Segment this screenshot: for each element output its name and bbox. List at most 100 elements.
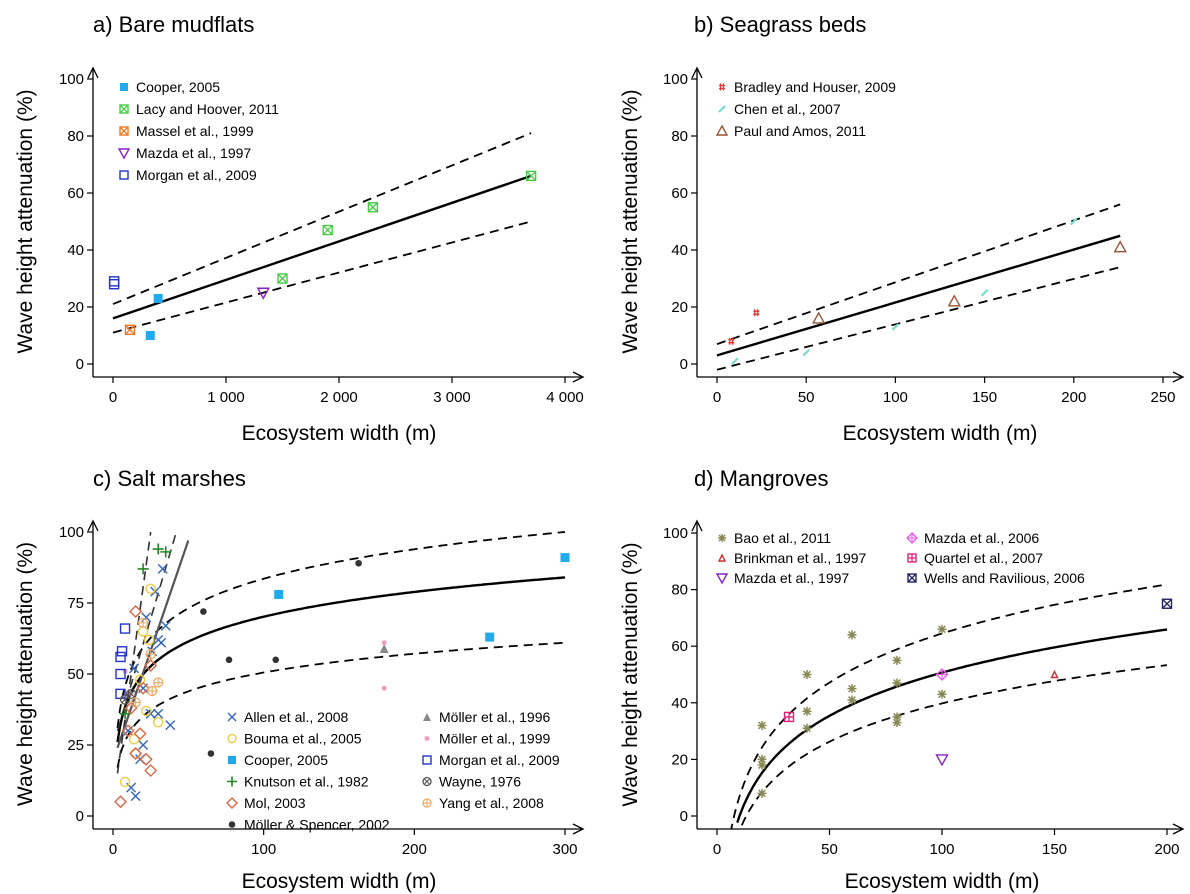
legend-entry: Lacy and Hoover, 2011 bbox=[136, 101, 279, 117]
data-point bbox=[147, 685, 158, 697]
panel-mangroves: d) Mangroves 0 20 40 60 80 100 0 50 100 150 200 Ecos… bbox=[619, 466, 1185, 893]
lower-bound-line bbox=[112, 220, 532, 334]
data-point bbox=[129, 663, 140, 674]
x-axis-arrow bbox=[572, 371, 585, 383]
data-point bbox=[145, 583, 156, 594]
legend-entry: Massel et al., 1999 bbox=[136, 123, 254, 139]
data-point bbox=[207, 750, 215, 757]
legend-entry: Brinkman et al., 1997 bbox=[734, 550, 867, 566]
panel-title: c) Salt marshes bbox=[93, 466, 246, 491]
legend-entry: Chen et al., 2007 bbox=[734, 101, 841, 117]
data-point bbox=[256, 287, 270, 300]
data-point bbox=[119, 170, 129, 180]
y-axis-arrow bbox=[691, 519, 703, 532]
panel-salt-marshes: c) Salt marshes 0 25 50 75 100 0 100 200 300 Ecosy… bbox=[14, 466, 585, 893]
y-tick-label: 60 bbox=[671, 185, 688, 202]
data-point bbox=[137, 617, 149, 629]
data-point bbox=[153, 708, 164, 719]
y-tick-label: 40 bbox=[671, 242, 688, 259]
data-point bbox=[121, 724, 135, 738]
data-point bbox=[277, 273, 288, 284]
data-point bbox=[1050, 669, 1059, 679]
data-point bbox=[120, 83, 128, 91]
x-tick-label: 150 bbox=[972, 389, 997, 406]
legend-entry: Möller et al., 1996 bbox=[439, 709, 550, 725]
data-point bbox=[133, 727, 147, 741]
data-point bbox=[847, 695, 857, 705]
data-point bbox=[137, 626, 149, 637]
fit-lines bbox=[730, 583, 1168, 829]
data-point bbox=[156, 637, 167, 648]
data-points bbox=[114, 543, 570, 809]
data-point bbox=[119, 708, 131, 720]
data-point bbox=[847, 630, 857, 640]
upper-bound-line bbox=[730, 583, 1168, 829]
data-point bbox=[227, 712, 237, 722]
data-point bbox=[137, 563, 149, 575]
data-point bbox=[892, 718, 902, 728]
fit-lines bbox=[716, 203, 1121, 371]
steep-lower-bound bbox=[116, 531, 152, 774]
y-axis-label: Wave height attenuation (%) bbox=[14, 542, 37, 806]
fit-lines bbox=[112, 132, 532, 334]
y-tick-label: 20 bbox=[671, 751, 688, 768]
x-tick-label: 0 bbox=[713, 841, 721, 858]
data-point bbox=[152, 543, 164, 555]
legend: Bao et al., 2011 Brinkman et al., 1997 Maz… bbox=[715, 530, 1085, 586]
y-tick-label: 50 bbox=[67, 666, 84, 683]
data-point bbox=[892, 678, 902, 688]
upper-bound-line bbox=[112, 132, 532, 305]
upper-bound-line bbox=[116, 531, 566, 729]
data-point bbox=[274, 589, 284, 599]
legend-entry: Cooper, 2005 bbox=[136, 79, 220, 95]
data-point bbox=[753, 309, 760, 317]
data-point bbox=[272, 656, 280, 664]
y-tick-label: 80 bbox=[671, 582, 688, 599]
fit-line bbox=[112, 174, 532, 320]
legend-entry: Quartel et al., 2007 bbox=[924, 550, 1043, 566]
data-point bbox=[119, 623, 131, 634]
data-point bbox=[802, 723, 812, 733]
data-point bbox=[150, 586, 161, 597]
data-point bbox=[802, 706, 812, 716]
data-point bbox=[892, 712, 902, 722]
y-tick-label: 100 bbox=[59, 71, 84, 88]
y-tick-label: 40 bbox=[671, 695, 688, 712]
data-point bbox=[115, 668, 126, 680]
panel-title: a) Bare mudflats bbox=[93, 12, 254, 37]
data-point bbox=[165, 720, 176, 731]
lower-bound-line bbox=[716, 266, 1121, 371]
data-point bbox=[153, 293, 163, 303]
legend-entry: Morgan et al., 2009 bbox=[136, 167, 257, 183]
data-point bbox=[157, 563, 168, 574]
data-point bbox=[115, 651, 126, 663]
legend-entry: Paul and Amos, 2011 bbox=[734, 123, 866, 139]
data-point bbox=[783, 711, 795, 723]
x-tick-label: 100 bbox=[883, 389, 908, 406]
data-point bbox=[560, 553, 570, 563]
data-point bbox=[143, 634, 155, 646]
x-tick-label: 200 bbox=[402, 841, 427, 858]
legend-entry: Mol, 2003 bbox=[244, 795, 306, 811]
y-tick-label: 100 bbox=[59, 524, 84, 541]
fit-line bbox=[736, 628, 1168, 823]
x-tick-label: 3 000 bbox=[433, 389, 471, 406]
data-point bbox=[937, 624, 947, 634]
x-tick-label: 100 bbox=[251, 841, 276, 858]
data-point bbox=[424, 736, 430, 741]
x-axis-arrow bbox=[1172, 371, 1185, 383]
data-point bbox=[381, 685, 387, 691]
legend-entry: Mazda et al., 1997 bbox=[734, 570, 849, 586]
legend-entry: Wayne, 1976 bbox=[439, 774, 521, 790]
legend-entry: Yang et al., 2008 bbox=[439, 795, 544, 811]
x-tick-label: 50 bbox=[798, 389, 815, 406]
data-point bbox=[847, 684, 857, 694]
x-tick-label: 300 bbox=[552, 841, 577, 858]
x-axis-label: Ecosystem width (m) bbox=[242, 870, 437, 893]
y-axis-label: Wave height attenuation (%) bbox=[619, 542, 642, 806]
data-point bbox=[379, 643, 389, 653]
data-point bbox=[1070, 217, 1078, 226]
data-point bbox=[422, 776, 432, 787]
panel-seagrass-beds: b) Seagrass beds 0 20 40 60 80 100 0 50 100 150 200… bbox=[619, 12, 1185, 445]
data-point bbox=[139, 752, 153, 766]
